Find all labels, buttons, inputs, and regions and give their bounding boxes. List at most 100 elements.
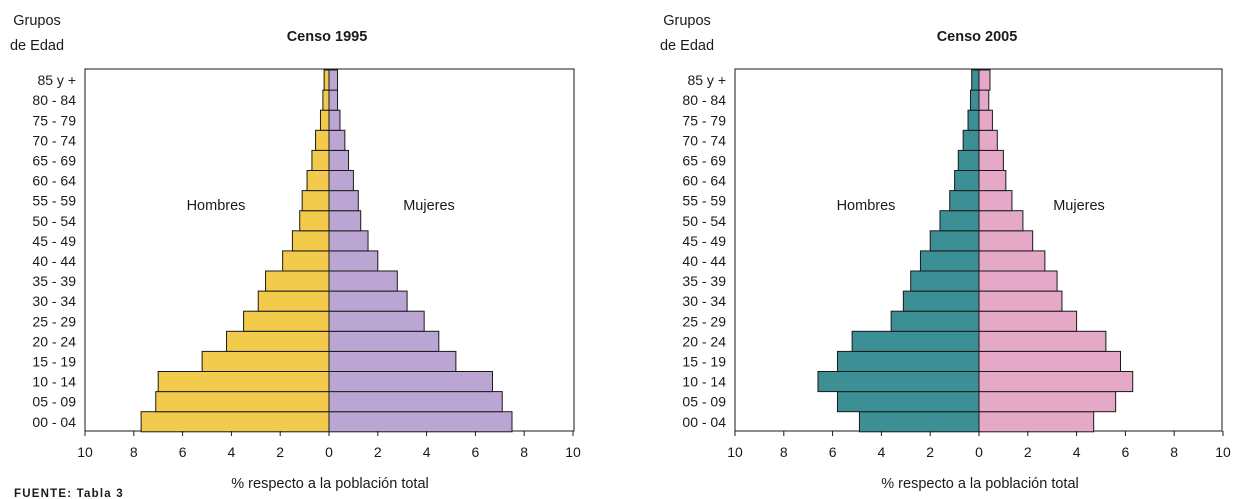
y-tick-label: 60 - 64 xyxy=(32,173,76,189)
x-tick-label: 0 xyxy=(975,444,983,460)
bar-hombres-45-49 xyxy=(929,230,980,252)
y-tick-label: 35 - 39 xyxy=(682,273,726,289)
bar-mujeres-75-79 xyxy=(328,109,341,131)
y-tick-label: 60 - 64 xyxy=(682,173,726,189)
y-tick-label: 25 - 29 xyxy=(682,313,726,329)
bar-mujeres-55-59 xyxy=(328,190,359,212)
x-axis-title: % respecto a la población total xyxy=(231,476,429,492)
bar-hombres-40-44 xyxy=(282,250,330,272)
bar-hombres-10-14 xyxy=(157,371,330,393)
y-tick-label: 00 - 04 xyxy=(32,414,76,430)
y-tick-label: 40 - 44 xyxy=(682,253,726,269)
y-tick-label: 00 - 04 xyxy=(682,414,726,430)
bar-mujeres-10-14 xyxy=(328,371,493,393)
bar-mujeres-50-54 xyxy=(328,210,362,232)
x-tick-label: 6 xyxy=(1122,444,1130,460)
x-tick-label: 4 xyxy=(878,444,886,460)
bar-mujeres-35-39 xyxy=(328,270,398,292)
x-tick-label: 4 xyxy=(228,444,236,460)
bar-hombres-10-14 xyxy=(817,371,980,393)
y-axis-title-line-1: Grupos xyxy=(663,13,711,29)
y-tick-label: 40 - 44 xyxy=(32,253,76,269)
y-tick-label: 50 - 54 xyxy=(32,213,76,229)
y-tick-label: 25 - 29 xyxy=(32,313,76,329)
y-tick-label: 15 - 19 xyxy=(32,353,76,369)
x-tick-label: 6 xyxy=(472,444,480,460)
bar-hombres-25-29 xyxy=(890,310,980,332)
y-tick-label: 50 - 54 xyxy=(682,213,726,229)
y-axis-title-line-2: de Edad xyxy=(10,38,64,54)
y-axis-title-line-1: Grupos xyxy=(13,13,61,29)
bar-mujeres-70-74 xyxy=(328,129,346,151)
x-tick-label: 8 xyxy=(130,444,138,460)
y-tick-label: 65 - 69 xyxy=(32,152,76,168)
bar-mujeres-00-04 xyxy=(978,411,1095,433)
bar-hombres-20-24 xyxy=(226,330,330,352)
bar-hombres-30-34 xyxy=(902,290,980,312)
x-tick-label: 6 xyxy=(829,444,837,460)
bar-mujeres-25-29 xyxy=(328,310,425,332)
bar-mujeres-40-44 xyxy=(328,250,379,272)
x-tick-label: 10 xyxy=(1215,444,1231,460)
bar-hombres-55-59 xyxy=(949,190,980,212)
y-tick-label: 80 - 84 xyxy=(32,92,76,108)
bar-mujeres-80-84 xyxy=(978,89,990,111)
bar-mujeres-80-84 xyxy=(328,89,339,111)
y-tick-label: 75 - 79 xyxy=(32,112,76,128)
bar-mujeres-65-69 xyxy=(328,149,350,171)
bar-hombres-35-39 xyxy=(910,270,980,292)
bar-mujeres-85y+ xyxy=(328,69,339,91)
bar-mujeres-15-19 xyxy=(328,350,457,372)
series-label-hombres: Hombres xyxy=(187,198,246,214)
bar-hombres-70-74 xyxy=(315,129,330,151)
bar-hombres-80-84 xyxy=(969,89,980,111)
bar-hombres-70-74 xyxy=(962,129,980,151)
bar-mujeres-25-29 xyxy=(978,310,1078,332)
bar-hombres-80-84 xyxy=(322,89,330,111)
bar-mujeres-60-64 xyxy=(328,170,354,192)
bar-mujeres-10-14 xyxy=(978,371,1134,393)
bar-mujeres-35-39 xyxy=(978,270,1058,292)
y-tick-label: 30 - 34 xyxy=(32,293,76,309)
bar-hombres-15-19 xyxy=(201,350,330,372)
y-tick-label: 05 - 09 xyxy=(682,394,726,410)
y-tick-label: 10 - 14 xyxy=(682,374,726,390)
bar-hombres-55-59 xyxy=(301,190,330,212)
bar-mujeres-45-49 xyxy=(328,230,369,252)
x-tick-label: 10 xyxy=(77,444,93,460)
bar-hombres-35-39 xyxy=(265,270,330,292)
y-tick-label: 45 - 49 xyxy=(32,233,76,249)
y-axis-title-line-2: de Edad xyxy=(660,38,714,54)
y-tick-label: 20 - 24 xyxy=(32,333,76,349)
source-note: FUENTE: Tabla 3 xyxy=(14,488,124,499)
x-tick-label: 6 xyxy=(179,444,187,460)
bar-mujeres-50-54 xyxy=(978,210,1024,232)
bar-mujeres-20-24 xyxy=(978,330,1107,352)
y-tick-label: 55 - 59 xyxy=(32,193,76,209)
bar-mujeres-75-79 xyxy=(978,109,993,131)
bar-hombres-65-69 xyxy=(311,149,330,171)
x-tick-label: 8 xyxy=(780,444,788,460)
bar-mujeres-30-34 xyxy=(978,290,1063,312)
x-axis-title: % respecto a la población total xyxy=(881,476,1079,492)
x-tick-label: 2 xyxy=(276,444,284,460)
bar-mujeres-20-24 xyxy=(328,330,440,352)
bar-hombres-45-49 xyxy=(291,230,330,252)
series-label-hombres: Hombres xyxy=(837,198,896,214)
y-tick-label: 30 - 34 xyxy=(682,293,726,309)
x-tick-label: 4 xyxy=(1073,444,1081,460)
bar-hombres-25-29 xyxy=(243,310,330,332)
y-tick-label: 85 y + xyxy=(37,72,76,88)
bar-mujeres-60-64 xyxy=(978,170,1007,192)
chart-title: Censo 1995 xyxy=(287,29,368,45)
bar-mujeres-40-44 xyxy=(978,250,1046,272)
bar-hombres-30-34 xyxy=(257,290,330,312)
y-tick-label: 05 - 09 xyxy=(32,394,76,410)
bar-mujeres-15-19 xyxy=(978,350,1122,372)
bar-hombres-15-19 xyxy=(836,350,980,372)
bar-mujeres-55-59 xyxy=(978,190,1013,212)
bar-hombres-20-24 xyxy=(851,330,980,352)
y-tick-label: 55 - 59 xyxy=(682,193,726,209)
y-tick-label: 10 - 14 xyxy=(32,374,76,390)
